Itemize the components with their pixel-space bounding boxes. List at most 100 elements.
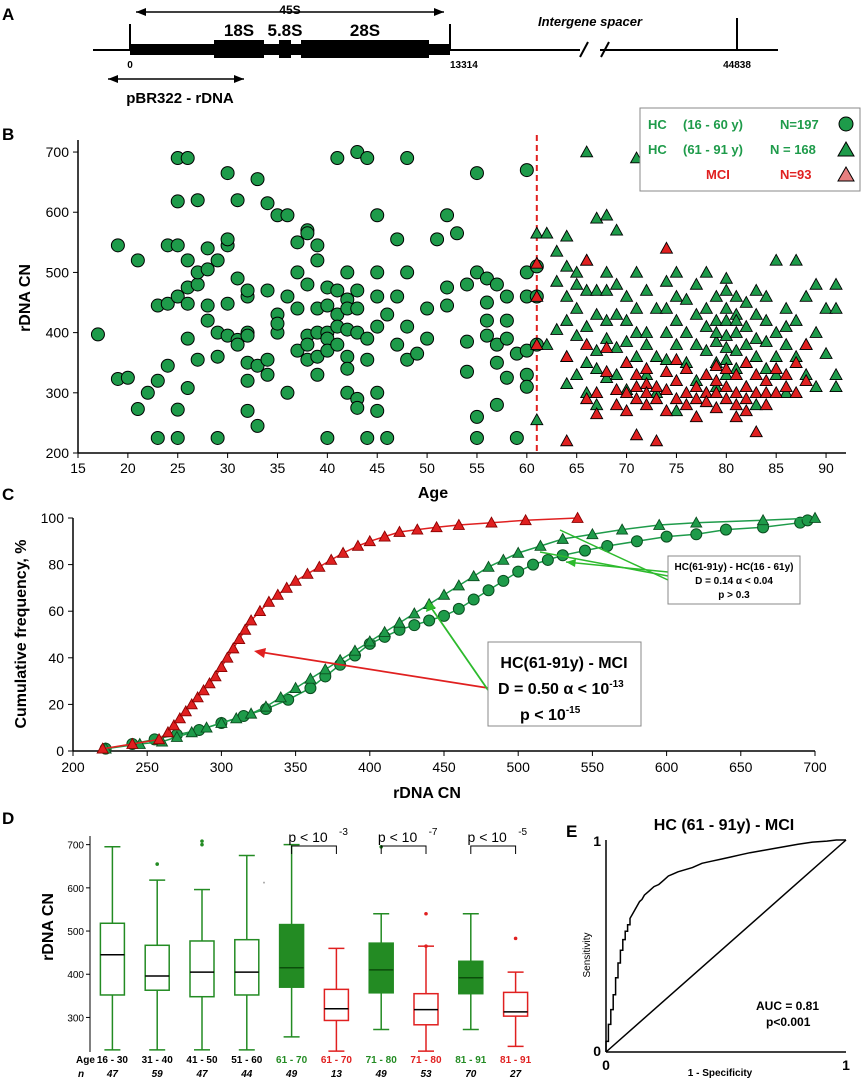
b-point-hc-old (779, 385, 793, 399)
b-point-mci (719, 379, 734, 393)
b-point-hc-young (190, 277, 205, 292)
d-box (323, 988, 350, 1022)
c-large-line1: HC(61-91y) - MCI (500, 655, 627, 672)
c-point-hc-old (497, 553, 510, 565)
b-point-hc-young (150, 373, 165, 388)
d-n-label-value: 13 (331, 1069, 343, 1080)
c-point-mci (289, 574, 302, 586)
d-comparison-exponent: -5 (518, 827, 527, 838)
panel-label-b: B (2, 125, 14, 144)
b-point-hc-old (559, 289, 574, 302)
c-point-hc-old (185, 725, 198, 738)
b-point-mci (749, 425, 763, 438)
c-point-mci (152, 732, 166, 745)
b-point-hc-young (499, 370, 514, 385)
b-point-hc-young (499, 313, 514, 328)
legend-3-group: MCI (706, 167, 730, 182)
c-large-arrow-red (259, 651, 489, 689)
c-point-mci (452, 518, 466, 530)
b-point-mci (629, 391, 644, 405)
e-xlabel: 1 - Specificity (688, 1068, 753, 1079)
b-point-hc-old (589, 307, 604, 320)
b-point-hc-young (469, 409, 484, 424)
b-x-tick-label: 50 (419, 460, 435, 476)
b-point-hc-young (260, 352, 275, 367)
e-plot: 0 1 0 1 (593, 833, 850, 1073)
b-point-hc-old (609, 223, 624, 236)
b-point-hc-old (769, 367, 783, 380)
b-point-hc-young (370, 319, 385, 334)
panel-label-e: E (566, 822, 577, 841)
b-point-hc-old (809, 277, 823, 290)
legend-2-group: HC (648, 142, 667, 157)
b-y-tick-label: 200 (46, 445, 70, 461)
b-point-hc-old (749, 331, 763, 344)
b-point-hc-old (589, 361, 604, 374)
c-large-line3-exp: -15 (566, 705, 581, 716)
d-age-group-label: 71 - 80 (366, 1055, 398, 1066)
b-point-hc-young (340, 265, 355, 280)
c-point-mci (191, 690, 204, 703)
e-ylabel: Sensitivity (582, 932, 593, 977)
b-point-hc-young (210, 253, 225, 268)
b-point-hc-young (200, 262, 215, 277)
b-point-hc-old (599, 313, 614, 326)
c-point-mci (411, 523, 424, 535)
b-point-hc-old (699, 265, 714, 278)
c-point-hc-old (556, 532, 569, 544)
b-point-hc-old (540, 226, 554, 239)
c-point-hc-young (497, 574, 510, 587)
c-point-hc-young (438, 609, 450, 622)
c-point-hc-old (808, 511, 822, 523)
c-small-line3: p > 0.3 (718, 590, 750, 601)
b-point-mci (639, 397, 654, 411)
b-x-tick-label: 35 (270, 460, 286, 476)
b-point-mci (669, 352, 684, 365)
b-point-hc-old (829, 367, 843, 380)
c-y-tick-label: 20 (48, 696, 64, 712)
b-y-tick-label: 700 (46, 144, 70, 160)
arrowhead-probe-left (108, 75, 118, 83)
c-x-tick-label: 350 (284, 759, 308, 775)
c-y-tick-label: 0 (56, 743, 64, 759)
b-point-hc-old (809, 379, 823, 393)
c-point-hc-old (511, 546, 525, 558)
d-comparison-bracket (291, 845, 337, 854)
b-point-mci (530, 337, 544, 350)
legend-1-n: N=197 (780, 117, 819, 132)
b-point-hc-old (530, 412, 544, 426)
b-point-hc-young (160, 296, 175, 311)
d-n-label-value: 27 (509, 1069, 522, 1080)
b-point-hc-young (220, 232, 235, 247)
b-point-mci (699, 394, 714, 408)
b-point-hc-old (629, 265, 644, 278)
d-y-tick-label: 700 (67, 841, 84, 852)
c-large-arrowhead-red (254, 648, 266, 658)
b-point-mci (579, 337, 594, 350)
b-point-mci (589, 406, 604, 420)
b-point-hc-young (290, 301, 305, 316)
b-x-tick-label: 90 (818, 460, 834, 476)
d-outlier (200, 842, 204, 847)
c-x-tick-label: 400 (358, 759, 382, 775)
d-box (278, 923, 305, 988)
d-comparison-label: p < 10 (288, 829, 328, 845)
c-point-hc-young (719, 523, 732, 536)
b-point-hc-young (400, 265, 415, 280)
d-n-label-value: 53 (420, 1069, 432, 1080)
b-point-mci (619, 355, 634, 368)
b-point-hc-old (530, 226, 544, 239)
d-age-group-label: 81 - 91 (455, 1055, 487, 1066)
b-point-hc-young (330, 283, 345, 298)
c-point-hc-old (348, 644, 362, 656)
b-point-hc-old (649, 301, 664, 314)
b-point-hc-young (350, 283, 365, 298)
c-point-hc-old (756, 513, 770, 526)
b-point-hc-old (759, 289, 773, 302)
b-point-hc-young (260, 196, 275, 211)
b-point-hc-old (659, 301, 674, 314)
c-point-hc-old (467, 569, 480, 582)
c-y-tick-label: 40 (48, 650, 64, 666)
b-point-hc-young (290, 235, 305, 250)
b-point-hc-young (489, 397, 504, 412)
